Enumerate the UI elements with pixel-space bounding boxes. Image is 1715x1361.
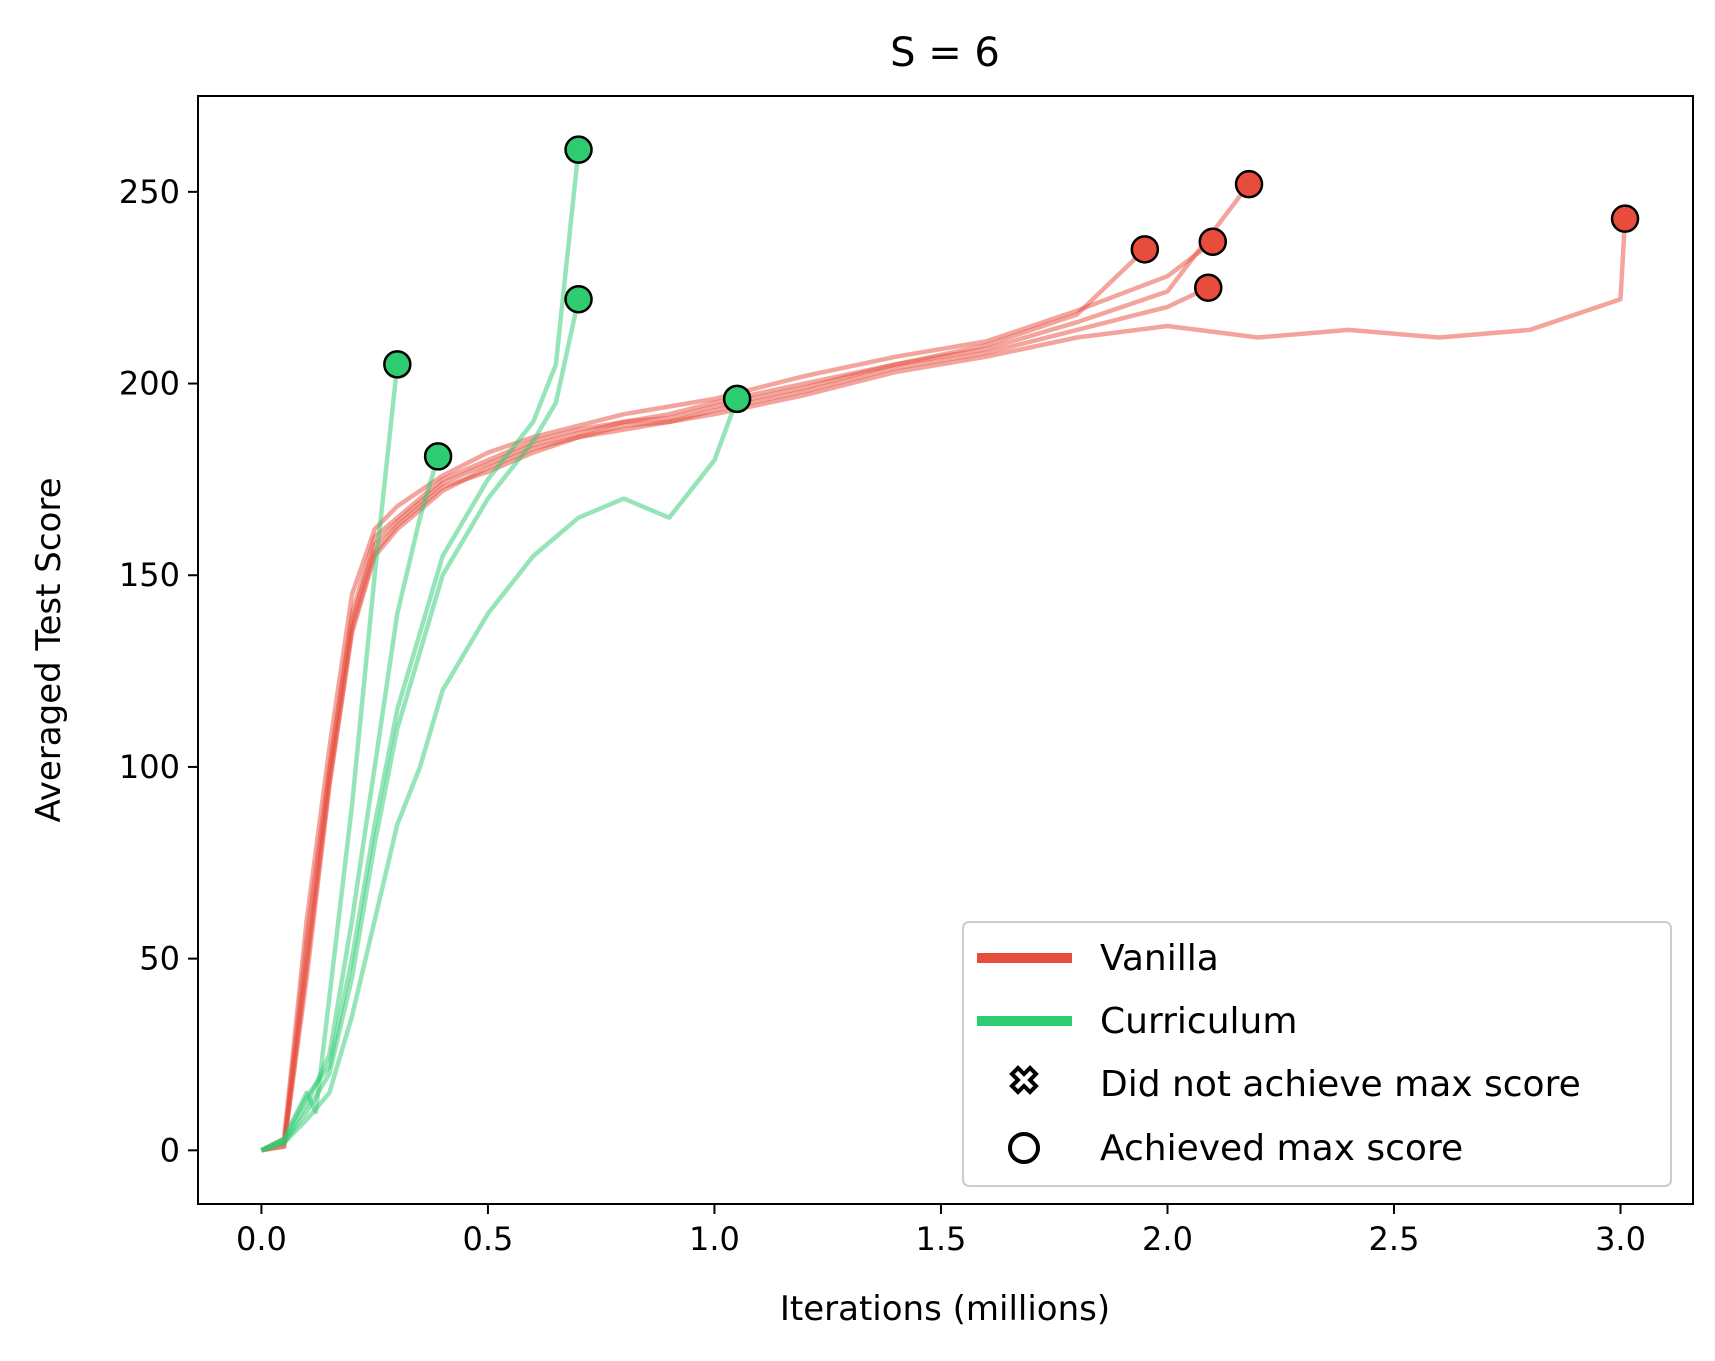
- y-tick-label: 0: [160, 1131, 180, 1169]
- x-axis-ticks: 0.0 0.5 1.0 1.5 2.0 2.5 3.0: [236, 1204, 1646, 1258]
- vanilla-end-marker: [1194, 273, 1223, 302]
- legend-achieved-label: Achieved max score: [1100, 1128, 1463, 1169]
- y-tick-label: 150: [119, 556, 180, 594]
- legend-curriculum-label: Curriculum: [1100, 1001, 1297, 1042]
- curriculum-run-line: [260, 398, 740, 1153]
- x-tick-label: 0.0: [236, 1220, 287, 1258]
- curriculum-run-line: [260, 298, 581, 1153]
- curriculum-end-marker: [564, 135, 593, 164]
- vanilla-end-marker: [1234, 169, 1264, 199]
- x-tick-label: 0.5: [462, 1220, 513, 1258]
- y-tick-label: 100: [119, 748, 180, 786]
- curriculum-end-marker: [722, 384, 752, 414]
- legend-frame: [962, 921, 1672, 1187]
- x-tick-label: 1.0: [689, 1220, 740, 1258]
- y-axis-ticks: 0 50 100 150 200 250: [119, 173, 198, 1169]
- series-lines: [260, 149, 1628, 1153]
- vanilla-end-marker: [1198, 227, 1228, 256]
- circle-marker-icon: [1008, 1132, 1040, 1164]
- curriculum-end-marker: [423, 442, 453, 471]
- x-tick-label: 3.0: [1595, 1220, 1646, 1258]
- y-tick-label: 50: [139, 940, 180, 978]
- x-tick-label: 2.0: [1142, 1220, 1193, 1258]
- x-axis-title: Iterations (millions): [780, 1289, 1110, 1329]
- y-tick-label: 200: [119, 365, 180, 403]
- x-tick-label: 1.5: [916, 1220, 967, 1258]
- legend-vanilla-label: Vanilla: [1100, 938, 1219, 979]
- end-markers: [383, 135, 1640, 471]
- vanilla-run-line: [260, 239, 1215, 1153]
- x-marker-icon: [1009, 1065, 1039, 1095]
- chart-title: S = 6: [890, 30, 1000, 76]
- y-axis-title: Averaged Test Score: [29, 478, 69, 823]
- x-tick-label: 2.5: [1369, 1220, 1420, 1258]
- plot-frame: [197, 95, 1694, 1205]
- legend-not-achieved-label: Did not achieve max score: [1100, 1064, 1581, 1105]
- y-tick-label: 250: [119, 173, 180, 211]
- vanilla-end-marker: [1610, 204, 1640, 233]
- curriculum-end-marker: [383, 350, 412, 379]
- curriculum-end-marker: [564, 284, 593, 314]
- vanilla-run-line: [261, 218, 1628, 1153]
- vanilla-end-marker: [1130, 235, 1160, 264]
- legend: Vanilla Curriculum Did not achieve max s…: [962, 921, 1672, 1187]
- curriculum-run-line: [260, 149, 581, 1153]
